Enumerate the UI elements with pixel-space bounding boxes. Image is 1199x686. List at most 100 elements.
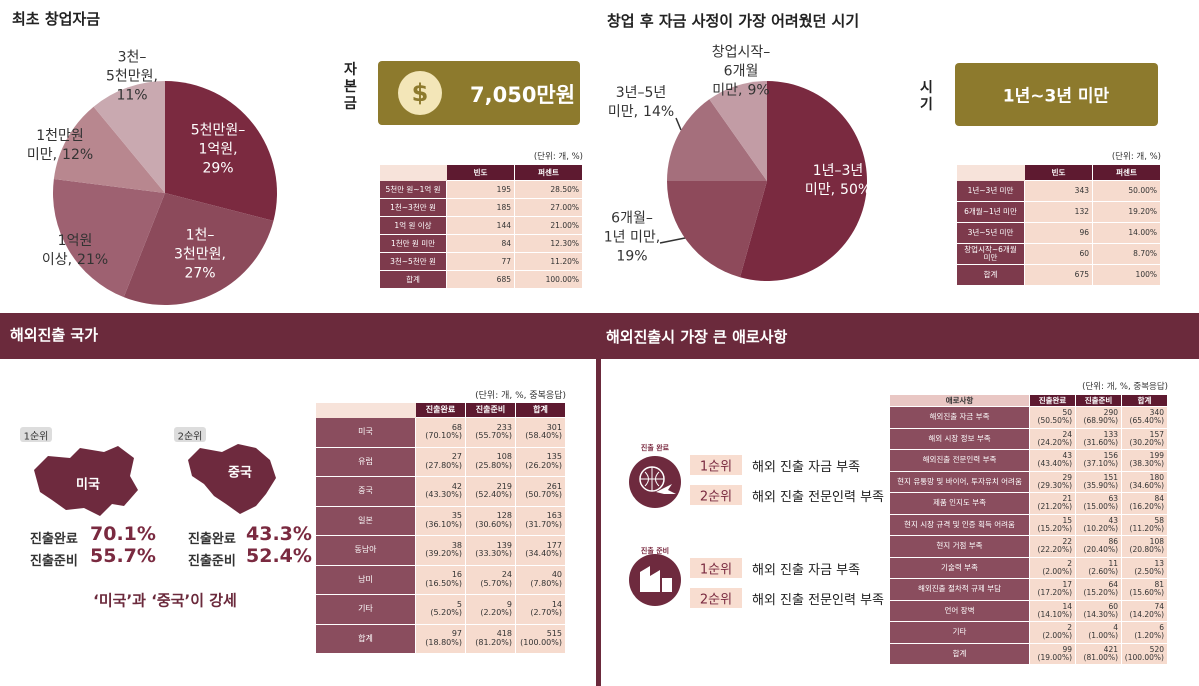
rank-bg xyxy=(690,455,742,475)
category-label: 1천만원 미만, xyxy=(26,128,84,163)
table-cell: 96 xyxy=(1025,223,1093,244)
rank-bg xyxy=(690,485,742,505)
stat-label: 진출완료 xyxy=(30,532,78,547)
pie-slice xyxy=(667,99,767,181)
category-label: 1년–3년 미만, xyxy=(804,163,864,198)
value-label: 9% xyxy=(747,82,770,99)
table-cell: 기타 xyxy=(890,622,1030,644)
table-cell: 28.50% xyxy=(515,181,583,199)
table-cell: 27 (27.80%) xyxy=(416,447,466,477)
table-cell: 63 (15.00%) xyxy=(1076,493,1122,515)
dollar-icon xyxy=(398,71,442,115)
table-cell: 163 (31.70%) xyxy=(516,506,566,536)
table-unit: (단위: 개, %) xyxy=(1111,152,1161,162)
table-cell: 현지 거점 부족 xyxy=(890,536,1030,558)
pie-slice xyxy=(52,178,165,298)
pie-slice xyxy=(709,81,767,181)
table-cell: 133 (31.60%) xyxy=(1076,428,1122,450)
table-cell: 50.00% xyxy=(1093,181,1161,202)
table-cell: 43 (43.40%) xyxy=(1030,450,1076,472)
rank-text: 해외 진출 자금 부족 xyxy=(752,460,861,475)
chart-title: 최초 창업자금 xyxy=(12,10,101,28)
table-header: 애로사항 xyxy=(890,395,1030,407)
amount: 7,050만원 xyxy=(470,83,576,107)
building xyxy=(640,566,672,592)
rank-badge: 2순위 xyxy=(177,431,203,443)
table-cell: 68 (70.10%) xyxy=(416,418,466,448)
table-header: 빈도 xyxy=(447,165,515,181)
rank-text: 해외 진출 전문인력 부족 xyxy=(752,490,884,505)
table-cell: 해외 시장 정보 부족 xyxy=(890,428,1030,450)
table-cell: 해외진출 자금 부족 xyxy=(890,407,1030,429)
category-label: 1억원 이상, xyxy=(41,233,93,268)
category-label: 3천– 5천만원, xyxy=(106,49,158,85)
plane xyxy=(656,484,676,494)
table-cell: 29 (29.30%) xyxy=(1030,471,1076,493)
pie-slice xyxy=(123,193,274,305)
table-header: 진출완료 xyxy=(1030,395,1076,407)
answer: 1년~3년 미만 xyxy=(1002,86,1110,107)
table-cell: 40 (7.80%) xyxy=(516,565,566,595)
table-cell: 5천만 원~1억 원 xyxy=(380,181,447,199)
section-band xyxy=(0,313,1199,359)
globe-lines xyxy=(640,467,664,491)
pie-slice xyxy=(93,81,165,193)
table-cell: 81 (15.60%) xyxy=(1122,579,1168,601)
vertical-label: 시 기 xyxy=(920,80,933,113)
table-cell: 8.70% xyxy=(1093,244,1161,265)
table-cell: 60 (14.30%) xyxy=(1076,600,1122,622)
table-cell: 17 (17.20%) xyxy=(1030,579,1076,601)
table-cell: 60 xyxy=(1025,244,1093,265)
table-cell: 50 (50.50%) xyxy=(1030,407,1076,429)
icon-label: 진출 완료 xyxy=(640,444,670,452)
stat-value: 43.3% xyxy=(246,523,312,545)
table-cell: 675 xyxy=(1025,265,1093,286)
rank-label: 2순위 xyxy=(699,489,733,505)
table-cell: 현지 유통망 및 바이어, 투자유치 어려움 xyxy=(890,471,1030,493)
table-header: 합계 xyxy=(516,403,566,418)
table-cell: 15 (15.20%) xyxy=(1030,514,1076,536)
table-cell: 42 (43.30%) xyxy=(416,477,466,507)
table-cell: 128 (30.60%) xyxy=(466,506,516,536)
rank-badge-bg xyxy=(174,427,206,442)
rank-text: 해외 진출 전문인력 부족 xyxy=(752,593,884,608)
stat-label: 진출준비 xyxy=(30,554,78,569)
table-cell: 301 (58.40%) xyxy=(516,418,566,448)
table-cell: 미국 xyxy=(316,418,416,448)
table-cell: 중국 xyxy=(316,477,416,507)
slice-label: 1년–3년 미만, 50% xyxy=(805,162,871,200)
pie-slice xyxy=(53,106,166,193)
stat-label: 진출완료 xyxy=(188,532,236,547)
value-label: 14% xyxy=(643,104,675,120)
icon-done xyxy=(629,456,681,508)
category-label: 창업시작– 6개월 미만, xyxy=(711,44,771,99)
table-cell: 100% xyxy=(1093,265,1161,286)
leader-line xyxy=(675,117,682,131)
table-cell: 421 (81.00%) xyxy=(1076,643,1122,665)
table-cell: 144 xyxy=(447,217,515,235)
table-cell: 520 (100.00%) xyxy=(1122,643,1168,665)
table-cell: 97 (18.80%) xyxy=(416,624,466,654)
table-cell: 151 (35.90%) xyxy=(1076,471,1122,493)
slice-label: 3년–5년 미만, 14% xyxy=(608,84,674,122)
table-cell: 180 (34.60%) xyxy=(1122,471,1168,493)
pie-slice xyxy=(165,81,277,221)
table-cell: 합계 xyxy=(890,643,1030,665)
table-cell: 언어 장벽 xyxy=(890,600,1030,622)
table-cell xyxy=(380,165,447,181)
table-cell: 기타 xyxy=(316,595,416,625)
table-cell: 38 (39.20%) xyxy=(416,536,466,566)
table-cell: 합계 xyxy=(316,624,416,654)
table-cell: 제품 인지도 부족 xyxy=(890,493,1030,515)
category-label: 3년–5년 미만, xyxy=(607,85,667,120)
table-cell: 4 (1.00%) xyxy=(1076,622,1122,644)
table-cell xyxy=(316,403,416,418)
table-cell: 11 (2.60%) xyxy=(1076,557,1122,579)
table-cell: 유럽 xyxy=(316,447,416,477)
table-cell: 139 (33.30%) xyxy=(466,536,516,566)
slice-label: 1천– 3천만원, 27% xyxy=(174,227,226,284)
table-cell: 21.00% xyxy=(515,217,583,235)
section-title: 해외진출시 가장 큰 애로사항 xyxy=(606,328,788,346)
category-label: 5천만원– 1억원, xyxy=(190,122,246,158)
